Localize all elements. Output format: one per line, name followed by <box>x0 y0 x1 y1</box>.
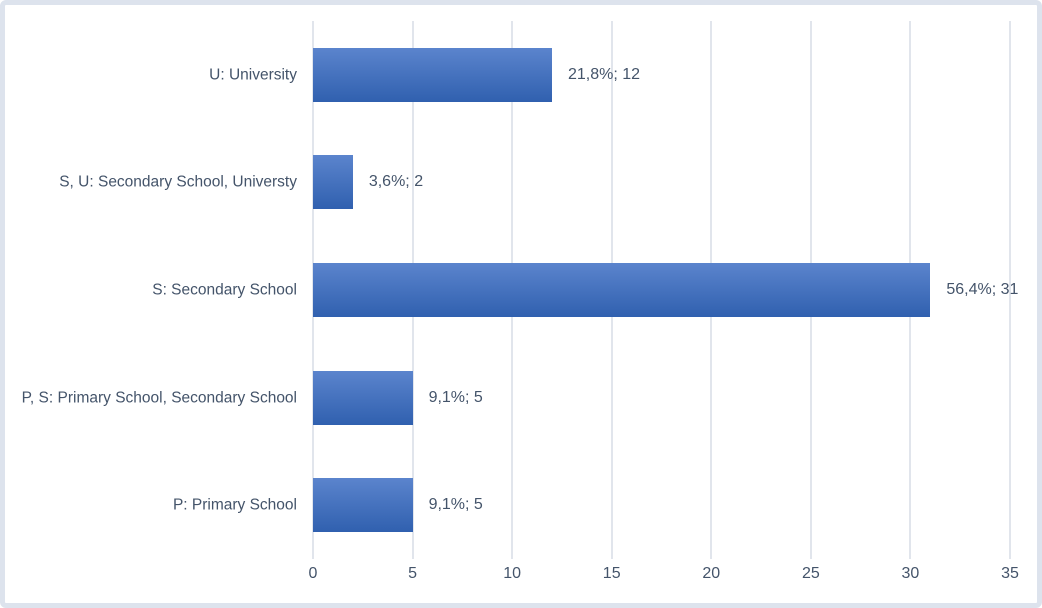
bar <box>313 370 413 425</box>
category-label: S, U: Secondary School, Universty <box>59 173 297 191</box>
x-axis-tick-label: 0 <box>308 565 318 582</box>
bar <box>313 47 552 102</box>
category-label: S: Secondary School <box>152 281 297 299</box>
category-label: P, S: Primary School, Secondary School <box>21 388 297 406</box>
bar <box>313 263 931 317</box>
category-label: P: Primary School <box>172 496 297 514</box>
value-label: 9,1%; 5 <box>428 388 483 406</box>
x-axis-tick-label: 15 <box>602 565 621 582</box>
x-axis-tick-label: 10 <box>503 565 522 582</box>
x-axis-tick-label: 5 <box>408 565 418 582</box>
category-label: U: University <box>209 66 297 84</box>
value-label: 21,8%; 12 <box>567 65 641 83</box>
value-label: 56,4%; 31 <box>946 281 1019 298</box>
value-label: 3,6%; 2 <box>368 173 424 191</box>
bar <box>313 478 413 533</box>
x-axis-tick-label: 35 <box>1001 565 1019 582</box>
bar <box>313 155 353 210</box>
gridline <box>1009 21 1011 559</box>
x-axis-tick-label: 20 <box>702 565 721 582</box>
x-axis-tick-label: 25 <box>801 565 820 582</box>
value-label: 9,1%; 5 <box>428 496 483 514</box>
x-axis-tick-label: 30 <box>901 565 920 582</box>
